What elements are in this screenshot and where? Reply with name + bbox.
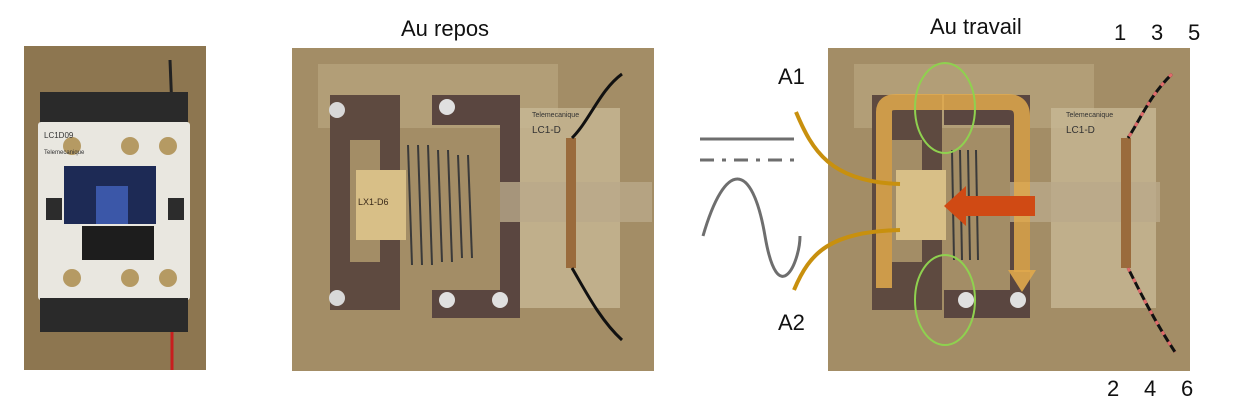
force-arrow [944, 186, 1035, 226]
rest-fixed-core [330, 95, 400, 310]
terminal-5-label: 5 [1188, 20, 1201, 45]
work-coil [896, 170, 946, 240]
terminal-4-label: 4 [1144, 376, 1157, 401]
rest-contact-bridge [566, 138, 576, 268]
title-rest: Au repos [401, 16, 490, 41]
terminal-3-label: 3 [1151, 20, 1164, 45]
dc-symbol-caption: DC [700, 112, 702, 113]
title-work: Au travail [930, 14, 1022, 39]
flux-arrowhead [1008, 270, 1036, 292]
photo-brand-text: Telemecanique [44, 150, 85, 156]
terminal-a1-label: A1 [778, 64, 805, 89]
terminal-2-label: 2 [1107, 376, 1120, 401]
bottom-terminal-block [40, 298, 188, 332]
rest-coil [356, 170, 406, 240]
rest-wire-bottom [570, 267, 624, 342]
work-contact-bridge [1121, 138, 1131, 268]
coil-wire-a1 [794, 111, 901, 186]
rest-wire-top [570, 72, 623, 140]
work-nameplate-brand: Telemecanique [1066, 112, 1114, 119]
work-wire-top [1126, 72, 1174, 139]
flux-circle-top [914, 62, 976, 154]
rest-nameplate-brand: Telemecanique [532, 112, 580, 119]
terminal-6-label: 6 [1181, 376, 1194, 401]
ac-symbol-caption: AC [700, 262, 702, 263]
terminal-1-label: 1 [1114, 20, 1127, 45]
rest-spring [407, 144, 473, 266]
flux-circle-bottom [914, 254, 976, 346]
magnetic-flux-path [876, 94, 1030, 288]
work-nameplate-model: LC1-D [1066, 125, 1095, 136]
terminal-a2-label: A2 [778, 310, 805, 335]
ac-sine-symbol [701, 177, 802, 278]
rest-coil-text: LX1-D6 [358, 197, 389, 207]
rest-nameplate-model: LC1-D [532, 125, 561, 136]
coil-wire-a2 [792, 228, 901, 291]
photo-model-text: LC1D09 [44, 131, 74, 140]
